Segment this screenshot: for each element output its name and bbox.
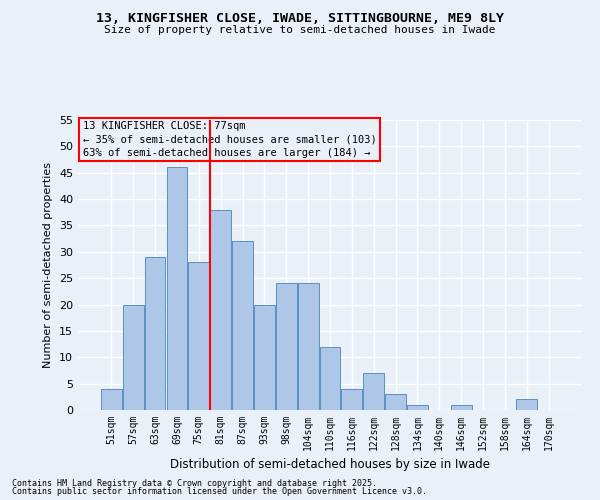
Bar <box>210 210 231 410</box>
Bar <box>298 284 319 410</box>
Bar <box>254 304 275 410</box>
Bar <box>101 389 122 410</box>
Bar <box>341 389 362 410</box>
Bar <box>364 373 384 410</box>
Text: Contains public sector information licensed under the Open Government Licence v3: Contains public sector information licen… <box>12 487 427 496</box>
Bar <box>407 404 428 410</box>
Bar <box>517 400 537 410</box>
Text: 13, KINGFISHER CLOSE, IWADE, SITTINGBOURNE, ME9 8LY: 13, KINGFISHER CLOSE, IWADE, SITTINGBOUR… <box>96 12 504 26</box>
Bar <box>123 304 143 410</box>
Bar <box>385 394 406 410</box>
Bar <box>232 242 253 410</box>
Bar <box>451 404 472 410</box>
Bar <box>276 284 296 410</box>
Bar <box>320 346 340 410</box>
Text: 13 KINGFISHER CLOSE: 77sqm
← 35% of semi-detached houses are smaller (103)
63% o: 13 KINGFISHER CLOSE: 77sqm ← 35% of semi… <box>83 122 377 158</box>
X-axis label: Distribution of semi-detached houses by size in Iwade: Distribution of semi-detached houses by … <box>170 458 490 471</box>
Text: Size of property relative to semi-detached houses in Iwade: Size of property relative to semi-detach… <box>104 25 496 35</box>
Bar <box>188 262 209 410</box>
Text: Contains HM Land Registry data © Crown copyright and database right 2025.: Contains HM Land Registry data © Crown c… <box>12 478 377 488</box>
Bar <box>145 257 166 410</box>
Y-axis label: Number of semi-detached properties: Number of semi-detached properties <box>43 162 53 368</box>
Bar <box>167 168 187 410</box>
